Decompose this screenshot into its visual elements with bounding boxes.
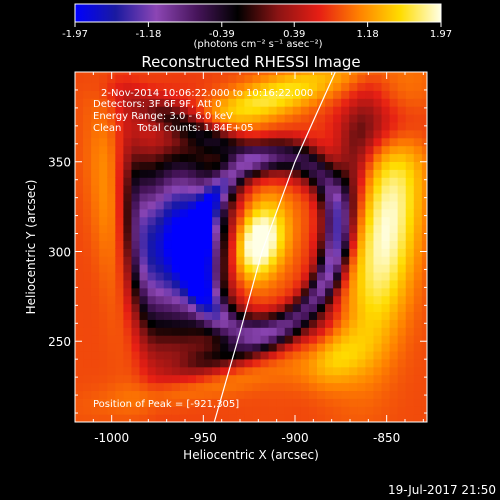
x-axis: -1000 -950 -900 -850 bbox=[92, 72, 424, 445]
y-tick-label: 350 bbox=[48, 156, 71, 170]
annotation-time-range: 2-Nov-2014 10:06:22.000 to 10:16:22.000 bbox=[101, 88, 313, 99]
footer-date: 19-Jul-2017 21:50 bbox=[388, 483, 496, 497]
x-tick-label: -900 bbox=[281, 431, 308, 445]
chart-title: Reconstructed RHESSI Image bbox=[141, 53, 360, 71]
limb-line bbox=[213, 72, 336, 422]
y-axis-label: Heliocentric Y (arcsec) bbox=[24, 180, 38, 315]
annotation-detectors: Detectors: 3F 6F 9F, Att 0 bbox=[93, 99, 221, 110]
peak-position-label: Position of Peak = [-921,305] bbox=[93, 399, 239, 410]
colorbar-ticks: -1.97 -1.18 -0.39 0.39 1.18 1.97 bbox=[62, 22, 452, 40]
x-tick-label: -1000 bbox=[94, 431, 129, 445]
colorbar-tick-label: -1.97 bbox=[62, 29, 88, 40]
x-tick-label: -850 bbox=[373, 431, 400, 445]
colorbar-tick-label: 1.97 bbox=[430, 29, 452, 40]
annotation-clean: Clean Total counts: 1.84E+05 bbox=[93, 123, 253, 134]
y-tick-label: 300 bbox=[48, 245, 71, 259]
y-tick-label: 250 bbox=[48, 335, 71, 349]
colorbar bbox=[74, 3, 442, 23]
colorbar-tick-label: -1.18 bbox=[135, 29, 161, 40]
heatmap-area bbox=[75, 72, 427, 422]
colorbar-tick-label: 0.39 bbox=[283, 29, 305, 40]
y-axis: 250 300 350 bbox=[48, 71, 427, 414]
plot-frame bbox=[74, 71, 428, 423]
x-axis-label: Heliocentric X (arcsec) bbox=[183, 448, 319, 462]
x-tick-label: -950 bbox=[190, 431, 217, 445]
colorbar-tick-label: 1.18 bbox=[356, 29, 378, 40]
annotation-energy: Energy Range: 3.0 - 6.0 keV bbox=[93, 111, 233, 122]
colorbar-units: (photons cm⁻² s⁻¹ asec⁻²) bbox=[193, 39, 322, 50]
colorbar-tick-label: -0.39 bbox=[209, 29, 235, 40]
